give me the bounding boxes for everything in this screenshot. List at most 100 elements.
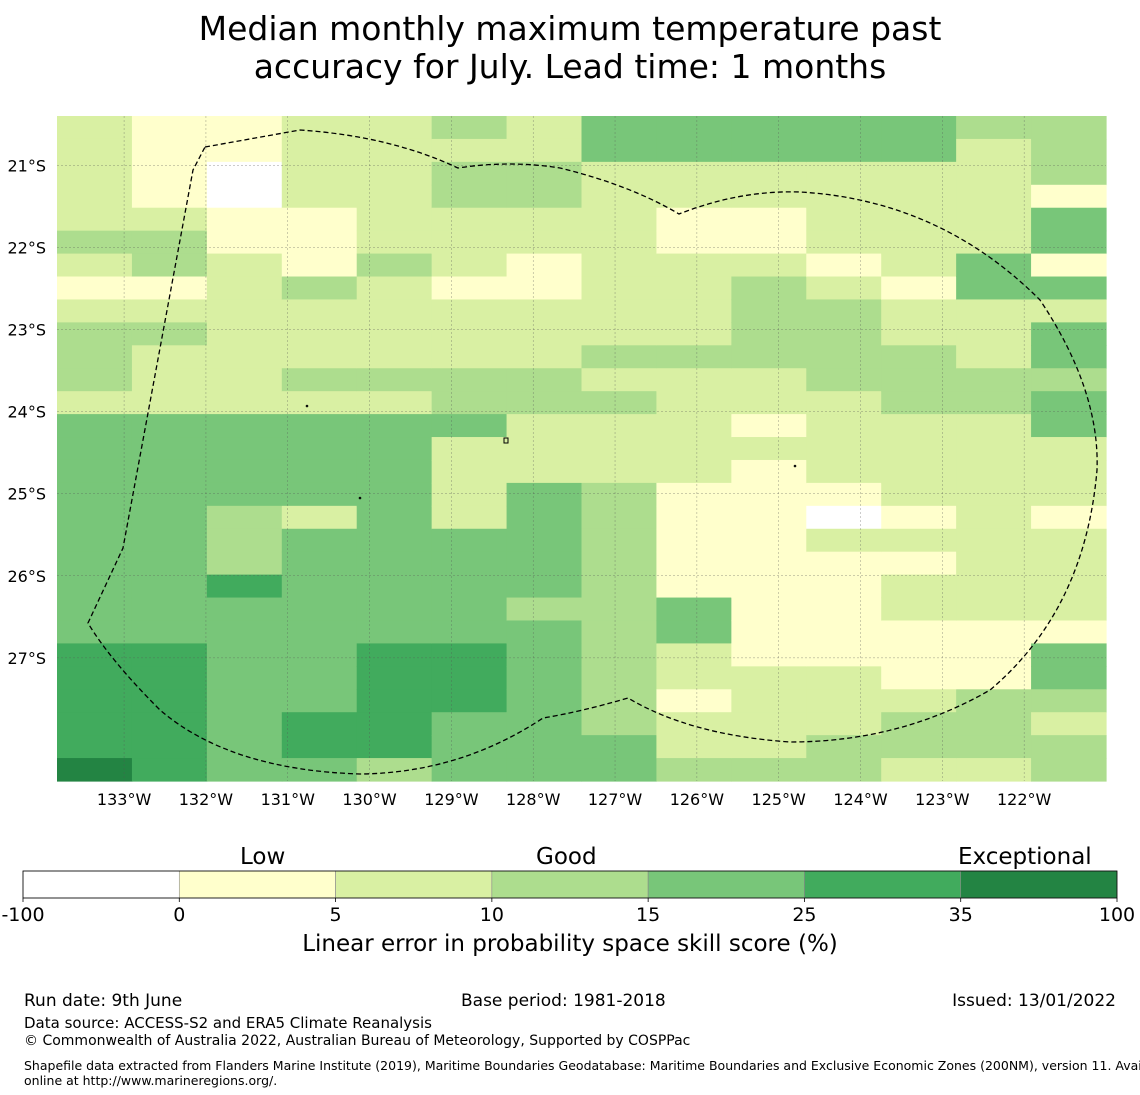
skill-cell xyxy=(731,643,807,667)
skill-cell xyxy=(581,574,658,599)
skill-cell xyxy=(656,758,732,782)
skill-cell xyxy=(356,482,433,507)
skill-cell xyxy=(881,184,957,209)
skill-cell xyxy=(656,368,732,392)
skill-cell xyxy=(656,528,732,553)
colorbar-segment xyxy=(22,870,180,899)
skill-cell xyxy=(956,414,1032,438)
skill-cell xyxy=(206,689,283,713)
skill-cell xyxy=(281,161,358,186)
skill-cell xyxy=(956,345,1032,369)
skill-cell xyxy=(281,574,358,599)
longitude-tick-label: 130°W xyxy=(342,790,397,809)
skill-cell xyxy=(581,482,658,507)
skill-cell xyxy=(956,505,1032,530)
skill-cell xyxy=(656,345,732,369)
skill-cell xyxy=(356,437,433,461)
skill-cell xyxy=(581,345,658,369)
skill-cell xyxy=(581,368,658,392)
skill-cell xyxy=(881,620,957,645)
skill-cell xyxy=(956,666,1032,690)
skill-cell xyxy=(57,574,133,599)
skill-cell xyxy=(431,322,508,346)
skill-cell xyxy=(656,505,732,530)
skill-cell xyxy=(206,666,283,690)
skill-cell xyxy=(281,482,358,507)
skill-cell xyxy=(431,735,508,759)
longitude-tick-label: 133°W xyxy=(97,790,152,809)
skill-cell xyxy=(57,437,133,461)
skill-cell xyxy=(806,368,882,392)
skill-cell xyxy=(656,459,732,484)
skill-cell xyxy=(656,230,732,255)
skill-cell xyxy=(281,322,358,346)
latitude-tick-label: 25°S xyxy=(7,485,46,504)
skill-cell xyxy=(956,322,1032,346)
colorbar-segment xyxy=(178,870,336,899)
colorbar-segment xyxy=(960,870,1118,899)
skill-cell xyxy=(581,253,658,278)
skill-cell xyxy=(356,184,433,209)
island-marks xyxy=(305,404,797,500)
skill-cell xyxy=(431,207,508,232)
skill-cell xyxy=(281,758,358,782)
skill-cell xyxy=(731,620,807,645)
skill-cell xyxy=(57,299,133,323)
skill-cell xyxy=(806,391,882,415)
skill-cell xyxy=(506,459,583,484)
skill-cell xyxy=(656,551,732,576)
colorbar-segment xyxy=(491,870,649,899)
skill-cell xyxy=(356,459,433,484)
island-mark xyxy=(503,437,509,444)
skill-cell xyxy=(131,620,208,645)
skill-cell xyxy=(731,299,807,323)
skill-cell xyxy=(131,345,208,369)
skill-cell xyxy=(431,299,508,323)
skill-cell xyxy=(1031,207,1107,232)
skill-cell xyxy=(581,528,658,553)
skill-cell xyxy=(57,116,133,140)
skill-cell xyxy=(881,391,957,415)
skill-cell xyxy=(806,689,882,713)
colorbar-segment xyxy=(804,870,962,899)
skill-cell xyxy=(806,597,882,622)
skill-cell xyxy=(57,391,133,415)
skill-cell xyxy=(131,276,208,301)
skill-cell xyxy=(206,184,283,209)
skill-cell xyxy=(731,459,807,484)
skill-cell xyxy=(881,712,957,736)
skill-cell xyxy=(131,482,208,507)
skill-cell xyxy=(281,414,358,438)
skill-cell xyxy=(881,437,957,461)
skill-cell xyxy=(806,207,882,232)
skill-cell xyxy=(656,414,732,438)
skill-cell xyxy=(731,345,807,369)
skill-cell xyxy=(57,551,133,576)
skill-cell xyxy=(206,643,283,667)
longitude-tick-label: 125°W xyxy=(752,790,807,809)
skill-cell xyxy=(206,505,283,530)
skill-cell xyxy=(281,345,358,369)
skill-cell xyxy=(206,574,283,599)
skill-cell xyxy=(731,391,807,415)
skill-cell xyxy=(356,368,433,392)
skill-cell xyxy=(281,666,358,690)
skill-cell xyxy=(506,712,583,736)
skill-cell xyxy=(581,322,658,346)
skill-cell xyxy=(956,689,1032,713)
skill-cell xyxy=(731,666,807,690)
skill-cell xyxy=(356,666,433,690)
colorbar-frame xyxy=(22,870,1118,899)
skill-cell xyxy=(581,551,658,576)
skill-cell xyxy=(57,230,133,255)
skill-cell xyxy=(57,184,133,209)
skill-cell xyxy=(431,666,508,690)
latitude-tick-label: 26°S xyxy=(7,567,46,586)
skill-cell xyxy=(206,322,283,346)
skill-cell xyxy=(506,184,583,209)
skill-cell xyxy=(881,368,957,392)
skill-cell xyxy=(581,620,658,645)
skill-cell xyxy=(431,276,508,301)
skill-cell xyxy=(281,299,358,323)
skill-cell xyxy=(57,620,133,645)
